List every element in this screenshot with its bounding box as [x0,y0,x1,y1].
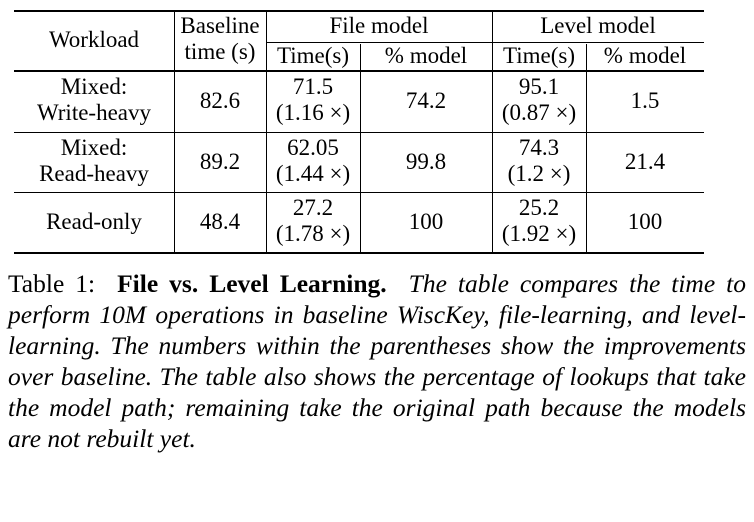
header-file-pct: % model [384,43,468,68]
row2-file-time: 62.05 (1.44 ×) [266,135,360,187]
table-top-rule [14,10,704,12]
col-rule-level-time [586,44,587,254]
header-level-model: Level model [540,13,656,38]
col-rule-file [492,10,493,254]
header-file-time: Time(s) [277,43,349,68]
row2-file-time-value: 62.05 [287,135,339,160]
row2-workload-line2: Read-heavy [39,161,149,186]
header-workload: Workload [48,27,140,52]
row3-workload-line1: Read-only [46,209,142,234]
row1-level-time-value: 95.1 [518,74,560,99]
row3-level-time-value: 25.2 [518,195,560,220]
header-bottom-rule [14,70,704,72]
row3-level-speedup: (1.92 ×) [501,221,577,246]
row2-level-speedup: (1.2 ×) [507,161,571,186]
row1-file-time-value: 71.5 [292,74,334,99]
header-baseline-line1: Baseline [180,13,260,38]
header-level-time: Time(s) [503,43,575,68]
row1-level-pct: 1.5 [630,88,660,113]
row3-file-speedup: (1.78 ×) [275,221,351,246]
header-file-model: File model [329,13,429,38]
col-rule-file-time [360,44,361,254]
row3-level-time: 25.2 (1.92 ×) [492,195,586,247]
row2-level-pct: 21.4 [624,149,666,174]
row1-bottom-rule [14,132,704,133]
row1-workload-line1: Mixed: [60,74,128,99]
caption-body: The table compares the time to perform 1… [8,269,746,453]
col-rule-baseline [266,10,267,254]
caption-label: Table 1: [8,269,96,298]
row1-level-speedup: (0.87 ×) [501,100,577,125]
row3-level-pct: 100 [627,209,663,234]
header-subrule-file [266,42,492,43]
table-row-3-workload: Read-only [14,209,174,235]
row2-file-pct: 99.8 [405,149,447,174]
row1-level-time: 95.1 (0.87 ×) [492,74,586,126]
row1-workload-line2: Write-heavy [36,100,151,125]
row3-file-pct: 100 [408,209,444,234]
table-row-1-workload: Mixed: Write-heavy [14,74,174,126]
row2-baseline: 89.2 [199,149,241,174]
caption-title: File vs. Level Learning. [117,269,387,298]
header-baseline: Baseline time (s) [172,13,268,65]
table-row-2-workload: Mixed: Read-heavy [14,135,174,187]
row1-baseline: 82.6 [199,88,241,113]
table-bottom-rule [14,252,704,254]
row3-file-time: 27.2 (1.78 ×) [266,195,360,247]
row2-level-time-value: 74.3 [518,135,560,160]
row1-file-pct: 74.2 [405,88,447,113]
header-level-pct: % model [603,43,687,68]
col-rule-workload [174,10,175,254]
results-table: Workload Baseline time (s) File model Le… [14,10,704,254]
row2-level-time: 74.3 (1.2 ×) [492,135,586,187]
header-baseline-line2: time (s) [184,39,256,64]
row2-file-speedup: (1.44 ×) [275,161,351,186]
table-caption: Table 1: File vs. Level Learning. The ta… [8,268,746,454]
row3-baseline: 48.4 [199,209,241,234]
header-subrule-level [492,42,704,43]
row3-file-time-value: 27.2 [292,195,334,220]
row2-bottom-rule [14,192,704,193]
row2-workload-line1: Mixed: [60,135,128,160]
row1-file-time: 71.5 (1.16 ×) [266,74,360,126]
row1-file-speedup: (1.16 ×) [275,100,351,125]
